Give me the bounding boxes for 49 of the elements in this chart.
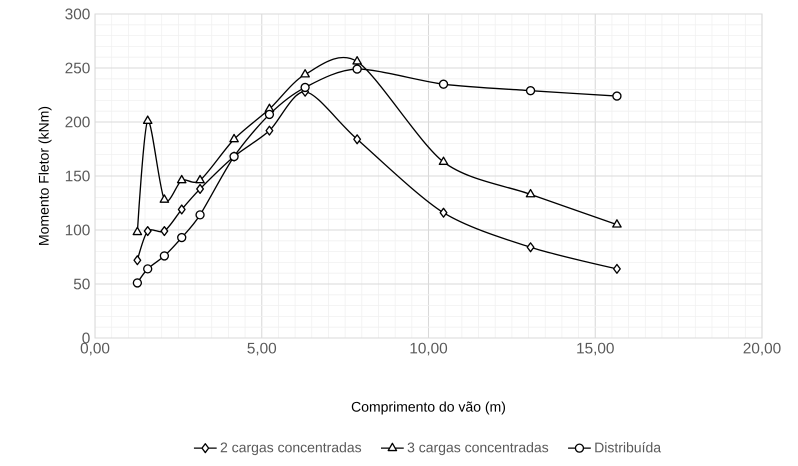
x-tick-label: 20,00 (744, 342, 781, 356)
point (160, 194, 170, 203)
legend-label: 2 cargas concentradas (220, 442, 362, 456)
point (195, 174, 205, 184)
point (612, 91, 622, 101)
x-tick-label: 0,00 (80, 342, 110, 356)
point (440, 208, 448, 218)
y-tick-label: 250 (65, 62, 90, 74)
y-tick-label: 100 (66, 224, 90, 236)
y-axis-title: Momento Fletor (kNm) (38, 106, 52, 245)
point (176, 174, 187, 184)
legend-label: 3 cargas concentradas (408, 442, 548, 456)
point (438, 80, 448, 89)
point (143, 264, 152, 274)
point (526, 188, 536, 198)
point (229, 134, 239, 142)
point (160, 251, 170, 261)
point (352, 56, 362, 65)
y-tick-label: 300 (65, 8, 90, 20)
point (160, 226, 168, 236)
point (264, 110, 274, 120)
legend-label: Distribuída (595, 442, 662, 452)
x-axis-title: Comprimento do vão (m) (352, 401, 506, 414)
y-tick-label: 50 (74, 278, 90, 290)
x-tick-label: 10,00 (410, 342, 448, 356)
point (132, 226, 142, 236)
point (300, 69, 310, 78)
y-tick-label: 0 (82, 332, 90, 344)
x-tick-label: 5,00 (247, 342, 276, 356)
y-tick-label: 200 (65, 116, 90, 128)
point (178, 204, 186, 215)
point (612, 264, 621, 274)
point (438, 156, 448, 166)
point (133, 255, 142, 266)
point (265, 126, 274, 136)
point (196, 184, 204, 194)
point (195, 210, 205, 220)
point (144, 226, 152, 236)
point (353, 134, 362, 144)
point (526, 86, 536, 96)
point (132, 278, 142, 288)
point (526, 242, 535, 252)
x-tick-label: 15,00 (577, 342, 614, 356)
point (300, 82, 310, 92)
point (352, 64, 362, 74)
point (612, 219, 622, 228)
y-tick-label: 150 (66, 170, 90, 182)
point (142, 115, 153, 124)
point (177, 232, 186, 242)
